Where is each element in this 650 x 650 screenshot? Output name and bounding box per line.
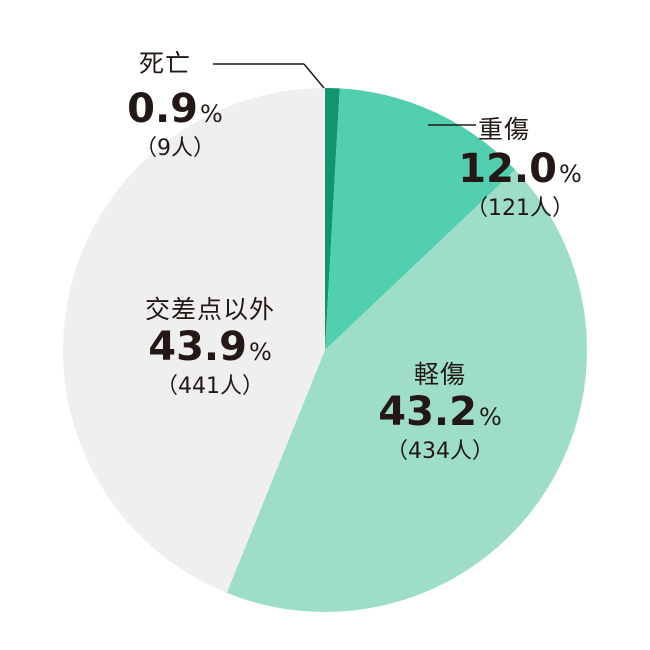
slice-name-death: 死亡 <box>138 49 191 78</box>
slice-count-other: （441人） <box>156 374 264 399</box>
slice-count-death: （9人） <box>135 136 215 161</box>
slice-label-minor: 軽傷 43.2% （434人） <box>340 355 540 465</box>
pie-slice-other <box>62 88 325 593</box>
slice-unit-serious: % <box>558 160 582 188</box>
slice-name-minor: 軽傷 <box>413 360 466 389</box>
slice-name-serious: 重傷 <box>478 115 531 144</box>
slice-value-death: 0.9% （9人） <box>100 88 250 162</box>
slice-percent-death: 0.9 <box>127 86 199 132</box>
slice-unit-other: % <box>248 338 272 366</box>
pie-slice-serious <box>325 88 516 350</box>
slice-count-minor: （434人） <box>386 439 494 464</box>
pie-slices <box>62 88 587 612</box>
slice-unit-death: % <box>200 100 223 128</box>
pie-slice-death <box>325 88 340 350</box>
slice-name-other: 交差点以外 <box>144 295 275 324</box>
pie-slice-minor <box>226 169 587 612</box>
slice-percent-serious: 12.0 <box>458 146 557 192</box>
slice-label-serious: 重傷 <box>478 110 558 146</box>
slice-percent-other: 43.9 <box>148 324 247 370</box>
slice-count-serious: （121人） <box>466 196 574 221</box>
slice-label-other: 交差点以外 43.9% （441人） <box>110 290 310 400</box>
slice-label-death: 死亡 <box>110 44 220 80</box>
slice-percent-minor: 43.2 <box>378 389 477 435</box>
slice-unit-minor: % <box>478 403 502 431</box>
leader-line-death-diag <box>303 63 325 89</box>
slice-value-serious: 12.0% （121人） <box>440 148 600 222</box>
